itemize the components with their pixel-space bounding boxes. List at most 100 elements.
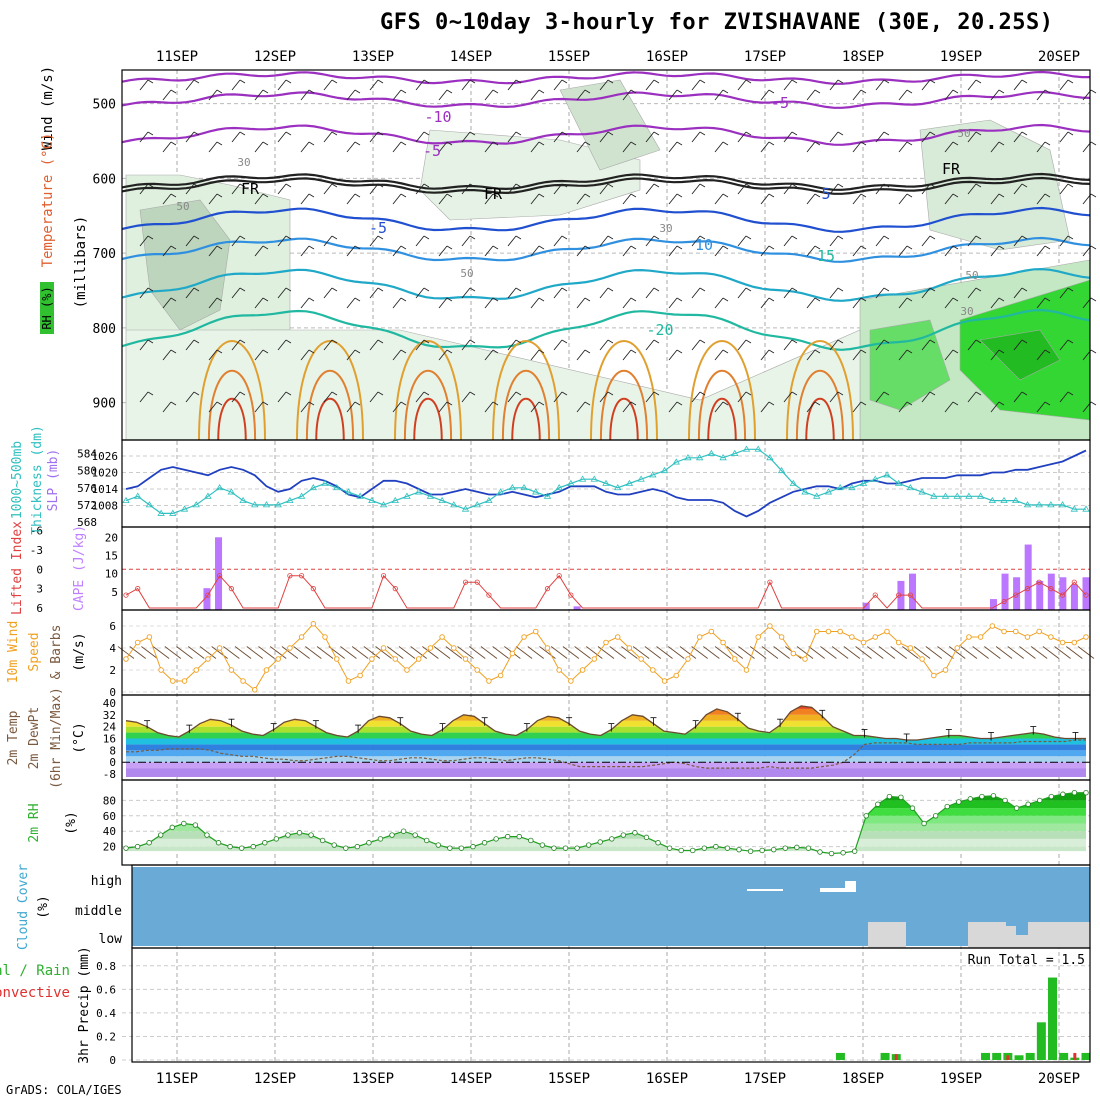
thickness-marker — [719, 454, 727, 461]
thickness-marker — [251, 501, 259, 508]
wind10-marker — [813, 628, 820, 635]
wind-barb — [852, 89, 862, 101]
wind10-marker — [357, 672, 363, 679]
wind-barb — [530, 193, 540, 205]
wind-barb — [277, 391, 287, 403]
wind10-barb — [1030, 646, 1048, 659]
rh-marker — [979, 793, 985, 800]
wind10-marker — [1001, 628, 1007, 635]
wind10-barb — [176, 646, 193, 659]
panel-frame — [131, 947, 1091, 1063]
wind-barb — [860, 141, 867, 146]
wind-barb — [944, 193, 954, 205]
wind-barb — [446, 297, 453, 302]
wind-barb — [998, 297, 1005, 302]
wind10-marker — [802, 656, 808, 662]
li-marker — [123, 592, 129, 598]
label-thickness-1: 1000~500mb — [10, 441, 25, 519]
wind-barb — [423, 391, 430, 396]
wind10-marker — [696, 634, 703, 640]
wind-barb — [262, 141, 269, 146]
thickness-marker — [379, 501, 388, 508]
thickness-marker — [391, 496, 399, 504]
rh-marker — [574, 845, 580, 851]
wind10-barb — [211, 646, 228, 659]
wind-barb — [515, 235, 522, 240]
label-lifted-index: Lifted Index — [10, 521, 25, 615]
wind-barb — [998, 349, 1005, 354]
thickness-marker — [649, 471, 657, 478]
cloud-gap — [1006, 918, 1016, 926]
rh-marker — [435, 842, 441, 848]
wind-barb — [806, 401, 816, 413]
contour-label: 30 — [237, 156, 250, 169]
wind10-barb — [738, 646, 755, 659]
wind-barb — [975, 391, 982, 396]
wind10-barb — [164, 646, 182, 659]
wind10-barb — [574, 646, 591, 659]
wind-tick: 2 — [109, 664, 116, 677]
wind-barb — [469, 183, 476, 188]
wind-barb — [239, 391, 246, 396]
contour-label: 50 — [965, 269, 978, 282]
thickness-marker — [707, 449, 716, 456]
wind-barb — [584, 193, 591, 198]
rh-marker — [990, 793, 997, 799]
wind-barb — [1090, 297, 1097, 302]
thickness-marker — [637, 475, 645, 482]
wind-barb — [653, 235, 660, 240]
wind-barb — [745, 235, 752, 240]
rh-marker — [331, 842, 337, 848]
wind-barb — [691, 235, 701, 247]
wind10-barb — [913, 646, 931, 659]
wind-barb — [967, 131, 977, 143]
wind-barb — [791, 183, 798, 188]
wind-barb — [783, 235, 793, 247]
li-marker — [310, 586, 316, 592]
wind10-marker — [544, 645, 551, 651]
temp-band — [126, 768, 1086, 777]
wind-barb — [1013, 183, 1023, 195]
wind-barb — [737, 131, 747, 143]
wind-barb — [653, 287, 660, 292]
wind10-barb — [586, 646, 603, 659]
temp-band — [126, 762, 1086, 769]
thickness-marker — [1082, 505, 1090, 512]
wind-barb — [691, 131, 701, 143]
precip-conv-bar — [894, 1054, 898, 1060]
wind-barb — [162, 141, 172, 153]
wind10-barb — [749, 646, 767, 659]
label-speed: Speed — [27, 632, 42, 671]
wind10-barb — [293, 646, 310, 659]
wind-barb — [492, 193, 499, 198]
wind-barb — [139, 339, 149, 351]
isotherm-contour — [121, 206, 1091, 233]
wind10-barb — [1077, 646, 1095, 659]
wind-barb — [147, 287, 154, 292]
label-min-max: (6hr Min/Max) — [49, 687, 64, 789]
thickness-marker — [1023, 501, 1032, 508]
li-marker — [568, 592, 574, 598]
wind-barb — [760, 89, 770, 101]
li-marker — [462, 579, 469, 585]
wind-barb — [208, 401, 218, 413]
wind-barb — [1059, 287, 1069, 299]
wind-barb — [814, 89, 821, 94]
contour-label: 50 — [176, 200, 189, 213]
wind-barb — [561, 287, 568, 292]
wind-barb — [814, 349, 821, 354]
wind-barb — [1059, 339, 1069, 351]
wind10-marker — [380, 645, 387, 651]
label-2m-rh: 2m RH — [27, 803, 42, 842]
wind-barb — [331, 79, 338, 84]
wind-barb — [1059, 131, 1069, 143]
wind-barb — [162, 401, 172, 413]
wind-barb — [323, 391, 333, 403]
wind10-barb — [386, 646, 404, 659]
wind-barb — [806, 297, 816, 309]
wind-barb — [599, 287, 609, 299]
rh-tick: 60 — [103, 810, 116, 823]
wind-barb — [170, 193, 177, 198]
wind-barb — [921, 339, 931, 351]
thickness-marker — [262, 501, 271, 508]
